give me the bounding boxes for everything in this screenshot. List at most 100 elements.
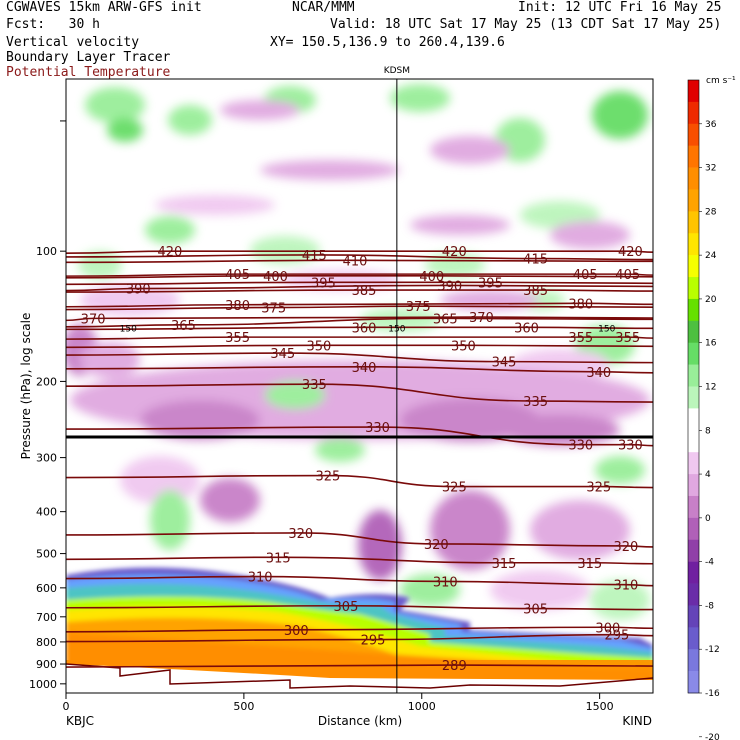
- theta-label: 375: [261, 302, 286, 317]
- colorbar-tick-label: 20: [705, 295, 717, 305]
- colorbar-tick-label: 16: [705, 339, 717, 349]
- theta-label: 295: [361, 634, 386, 649]
- theta-label: 415: [302, 249, 327, 264]
- colorbar-swatch: [688, 255, 699, 278]
- y-tick-label: 900: [36, 658, 57, 671]
- theta-contour-line: [66, 352, 653, 364]
- theta-contour-line: [66, 284, 653, 292]
- theta-label: 370: [81, 312, 106, 327]
- colorbar-tick-label: 8: [705, 426, 711, 436]
- colorbar: 36 32 28 24 20 16 12 8 4 0 -4 -8 -12 -16 -20: [687, 79, 720, 740]
- model-title: CGWAVES 15km ARW-GFS init: [6, 0, 202, 15]
- theta-label: 380: [568, 297, 593, 312]
- theta-label: 300: [595, 621, 620, 636]
- theta-label: 330: [365, 421, 390, 436]
- theta-label: 390: [437, 279, 462, 294]
- y-tick-label: 500: [36, 548, 57, 561]
- y-axis-label: Pressure (hPa), log scale: [19, 313, 33, 460]
- colorbar-swatch: [688, 233, 699, 256]
- y-tick-label: 200: [36, 375, 57, 388]
- valid-time: Valid: 18 UTC Sat 17 May 25 (13 CDT Sat …: [330, 17, 722, 32]
- theta-label: 325: [442, 481, 467, 496]
- theta-contour-line: [66, 664, 653, 668]
- theta-label: 350: [306, 339, 331, 354]
- colorbar-tick-label: 0: [705, 514, 711, 524]
- tropopause-label: 150: [598, 324, 615, 334]
- theta-label: 315: [266, 551, 291, 566]
- x-axis: 0 500 1000 1500: [63, 693, 614, 713]
- theta-label: 405: [615, 268, 640, 283]
- tropopause-label: 150: [120, 324, 137, 334]
- theta-label: 289: [442, 659, 467, 674]
- theta-label: 340: [586, 366, 611, 381]
- x-tick-label: 1000: [408, 700, 436, 713]
- y-tick-label: 600: [36, 582, 57, 595]
- x-axis-label: Distance (km): [318, 714, 402, 728]
- theta-label: 335: [302, 378, 327, 393]
- theta-label: 400: [263, 270, 288, 285]
- theta-label: 370: [469, 311, 494, 326]
- theta-labels: 420 420 420 415 415 410 405 405 405 400 400 395 395 3…: [81, 245, 643, 674]
- theta-label: 350: [451, 339, 476, 354]
- plot-frame: [65, 78, 654, 694]
- colorbar-swatch: [688, 474, 699, 497]
- theta-contour-line: [66, 305, 653, 311]
- colorbar-tick-label: -12: [705, 645, 720, 655]
- theta-label: 390: [126, 283, 151, 298]
- x-tick-label: 500: [233, 700, 254, 713]
- theta-label: 305: [334, 600, 359, 615]
- colorbar-swatch: [688, 342, 699, 365]
- theta-contour-line: [66, 281, 653, 286]
- theta-label: 360: [352, 321, 377, 336]
- theta-label: 375: [406, 300, 431, 315]
- theta-contour-line: [66, 383, 653, 403]
- colorbar-tick-label: 4: [705, 470, 711, 480]
- colorbar-swatch: [688, 561, 699, 584]
- theta-label: 365: [171, 319, 196, 334]
- theta-label: 405: [573, 268, 598, 283]
- theta-label: 320: [613, 540, 638, 555]
- end-station-label: KIND: [622, 714, 652, 728]
- theta-label: 310: [248, 571, 273, 586]
- theta-contour-line: [66, 254, 653, 261]
- theta-label: 330: [568, 439, 593, 454]
- y-tick-label: 100: [36, 245, 57, 258]
- theta-label: 320: [424, 538, 449, 553]
- theta-contour-line: [66, 289, 653, 293]
- colorbar-swatch: [688, 605, 699, 628]
- theta-contour-line: [66, 604, 653, 611]
- colorbar-swatch: [688, 583, 699, 606]
- theta-contour-line: [66, 317, 653, 328]
- colorbar-tick-label: 24: [705, 251, 717, 261]
- colorbar-swatch: [688, 211, 699, 234]
- colorbar-swatch: [688, 408, 699, 431]
- theta-label: 320: [288, 527, 313, 542]
- terrain-outline: [66, 663, 653, 689]
- colorbar-swatch: [688, 649, 699, 672]
- theta-label: 330: [618, 439, 643, 454]
- y-tick-label: 700: [36, 611, 57, 624]
- field-potential-temperature: Potential Temperature: [6, 65, 171, 80]
- start-station-label: KBJC: [66, 714, 94, 728]
- theta-label: 305: [523, 603, 548, 618]
- theta-contour-line: [66, 302, 653, 308]
- theta-label: 355: [225, 331, 250, 346]
- theta-contour-line: [66, 365, 653, 374]
- colorbar-swatch: [688, 80, 699, 103]
- field-boundary-layer-tracer: Boundary Layer Tracer: [6, 50, 171, 65]
- colorbar-swatch: [688, 539, 699, 562]
- y-tick-label: 400: [36, 506, 57, 519]
- colorbar-tick-label: -16: [705, 689, 720, 699]
- theta-label: 415: [523, 253, 548, 268]
- theta-label: 315: [492, 557, 517, 572]
- theta-label: 420: [618, 245, 643, 260]
- theta-label: 360: [514, 321, 539, 336]
- colorbar-swatch: [688, 145, 699, 168]
- theta-contour-line: [66, 273, 653, 277]
- colorbar-tick-label: 28: [705, 207, 717, 217]
- colorbar-swatch: [688, 452, 699, 475]
- colorbar-swatch: [688, 364, 699, 387]
- colorbar-tick-label: 12: [705, 383, 716, 393]
- colorbar-tick-label: 32: [705, 164, 716, 174]
